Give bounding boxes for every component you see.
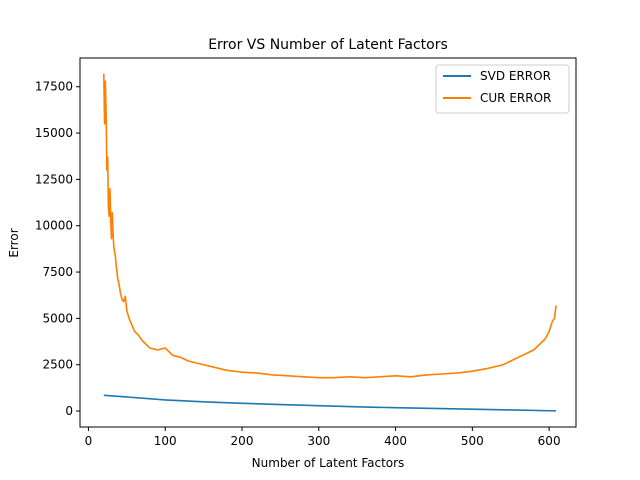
x-tick-label-2: 200	[231, 434, 254, 448]
legend-label-svd: SVD ERROR	[480, 69, 551, 83]
x-tick-label-5: 500	[461, 434, 484, 448]
chart-title: Error VS Number of Latent Factors	[208, 37, 448, 53]
y-axis: 0 2500 5000 7500 10000 12500 15000 17500	[35, 80, 80, 418]
y-tick-label-5: 12500	[35, 172, 73, 186]
series-line-svd	[103, 394, 557, 412]
y-tick-label-0: 0	[65, 404, 73, 418]
legend: SVD ERROR CUR ERROR	[435, 64, 570, 114]
y-tick-label-3: 7500	[42, 265, 73, 279]
x-tick-label-3: 300	[307, 434, 330, 448]
x-tick-label-6: 600	[538, 434, 561, 448]
x-tick-label-4: 400	[384, 434, 407, 448]
y-tick-label-7: 17500	[35, 80, 73, 94]
legend-label-cur: CUR ERROR	[480, 91, 551, 105]
x-tick-label-1: 100	[154, 434, 177, 448]
y-axis-label: Error	[7, 228, 21, 257]
series-line-cur	[103, 73, 557, 379]
series-layer	[103, 73, 557, 412]
x-axis: 0 100 200 300 400 500 600	[85, 427, 561, 448]
y-tick-label-6: 15000	[35, 126, 73, 140]
plot-area	[80, 58, 576, 427]
y-tick-label-1: 2500	[42, 358, 73, 372]
x-axis-label: Number of Latent Factors	[252, 456, 405, 470]
y-tick-label-2: 5000	[42, 311, 73, 325]
x-tick-label-0: 0	[85, 434, 93, 448]
plot-frame	[79, 57, 577, 428]
y-tick-label-4: 10000	[35, 219, 73, 233]
